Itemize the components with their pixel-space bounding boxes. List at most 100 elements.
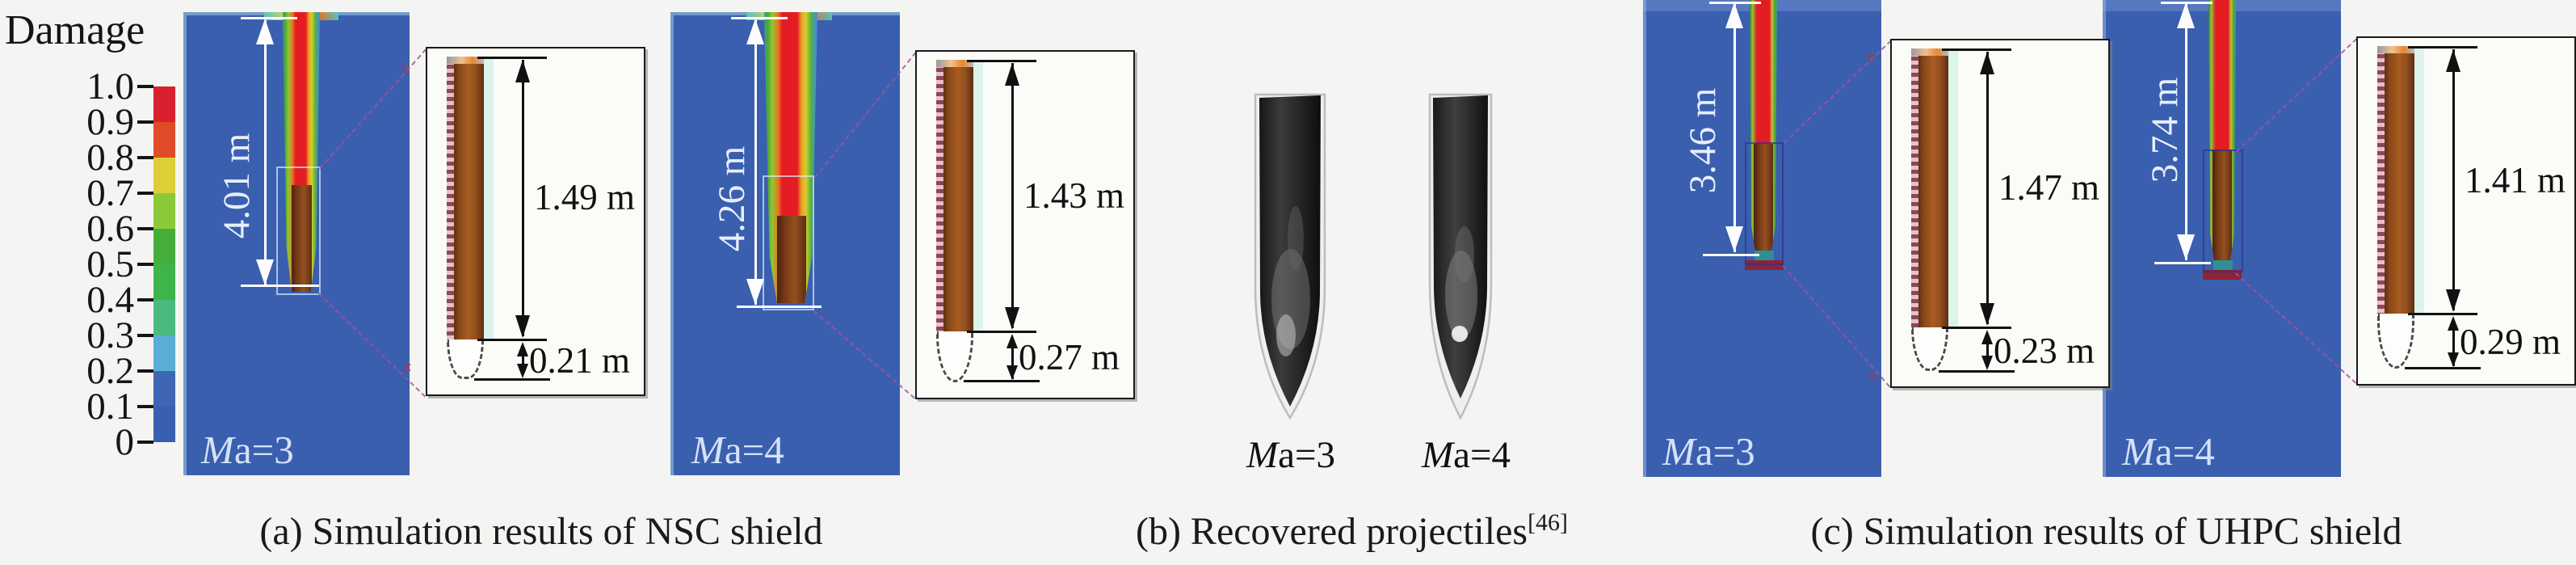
leader-x-mark: × bbox=[401, 58, 411, 78]
colorbar-tick bbox=[137, 120, 153, 124]
eroded-nose-outline bbox=[447, 339, 484, 379]
penetration-depth-label: 4.26 m bbox=[711, 145, 753, 252]
tick-bottom bbox=[474, 378, 550, 381]
dimension-line bbox=[522, 60, 524, 336]
tick-bottom bbox=[1939, 370, 2015, 373]
erosion-halo bbox=[1948, 48, 1958, 327]
mach-symbol: M bbox=[1246, 434, 1279, 476]
residual-length-label: 1.49 m bbox=[534, 177, 636, 217]
arrowhead-down-icon bbox=[2177, 234, 2195, 260]
projectile-label-ma3: Ma=3 bbox=[1222, 433, 1359, 477]
colorbar-tick bbox=[137, 298, 153, 301]
channel-tip-debris bbox=[2203, 270, 2242, 280]
mach-number-label: Ma=3 bbox=[201, 427, 294, 473]
simulation-panel-uhpc-ma3: 3.46 m Ma=3 bbox=[1643, 0, 1881, 477]
colorbar-segment bbox=[153, 371, 175, 407]
colorbar-segment bbox=[153, 264, 175, 300]
tick-middle bbox=[1942, 327, 2011, 329]
mach-symbol: M bbox=[1421, 434, 1454, 476]
mach-value: a=3 bbox=[1278, 434, 1336, 476]
colorbar-tick-label: 0.8 bbox=[86, 137, 134, 179]
mach-value: a=4 bbox=[2154, 429, 2215, 474]
colorbar-segment bbox=[153, 300, 175, 335]
colorbar-tick-label: 0.2 bbox=[86, 350, 134, 392]
colorbar-tick bbox=[137, 405, 153, 408]
mach-number-label: Ma=4 bbox=[691, 427, 784, 473]
residual-length-label: 1.47 m bbox=[1998, 167, 2100, 208]
erosion-halo bbox=[973, 60, 983, 331]
colorbar-title: Damage bbox=[5, 7, 145, 53]
mach-number-label: Ma=3 bbox=[1662, 428, 1755, 474]
erosion-halo bbox=[484, 57, 494, 339]
arrowhead-down-icon bbox=[2448, 352, 2459, 367]
simulation-panel-nsc-ma4: 4.26 m Ma=4 bbox=[670, 12, 900, 475]
leader-x-mark: × bbox=[1868, 367, 1878, 387]
penetration-depth-label: 3.46 m bbox=[1682, 87, 1724, 194]
penetration-channel bbox=[1750, 0, 1777, 251]
eroded-nose-outline bbox=[2377, 314, 2414, 369]
colorbar-segment bbox=[153, 193, 175, 229]
mach-symbol: M bbox=[201, 428, 234, 472]
arrowhead-up-icon bbox=[746, 19, 764, 44]
colorbar-tick-label: 1.0 bbox=[86, 65, 134, 108]
arrowhead-down-icon bbox=[2446, 289, 2460, 312]
dimension-tick-top bbox=[731, 17, 788, 19]
colorbar-tick bbox=[137, 156, 153, 159]
colorbar-segment bbox=[153, 229, 175, 264]
colorbar-tick bbox=[137, 263, 153, 266]
colorbar-tick bbox=[137, 441, 153, 444]
embedded-projectile bbox=[2213, 150, 2232, 260]
channel-tip-debris bbox=[1745, 260, 1784, 270]
nose-dimension-line bbox=[1011, 340, 1014, 379]
arrowhead-down-icon bbox=[1006, 365, 1018, 380]
eroded-nose-outline bbox=[936, 331, 973, 382]
dimension-tick-bottom bbox=[2154, 262, 2211, 264]
colorbar-segment bbox=[153, 158, 175, 193]
mach-number-label: Ma=4 bbox=[2122, 428, 2215, 474]
tick-middle bbox=[2408, 313, 2477, 315]
leader-x-mark: × bbox=[1866, 47, 1876, 67]
arrowhead-down-icon bbox=[515, 315, 530, 338]
nose-dimension-line bbox=[1986, 336, 1989, 367]
dimension-line bbox=[2185, 3, 2187, 260]
colorbar-tick bbox=[137, 227, 153, 230]
dimension-line bbox=[1011, 63, 1014, 328]
projectile-label-ma4: Ma=4 bbox=[1397, 433, 1535, 477]
mach-value: a=4 bbox=[1453, 434, 1511, 476]
nose-dimension-line bbox=[522, 347, 524, 373]
colorbar-segment bbox=[153, 407, 175, 442]
channel-tip-debris bbox=[1754, 251, 1774, 260]
tick-bottom bbox=[2405, 367, 2481, 369]
embedded-projectile bbox=[1754, 144, 1773, 251]
eroded-nose-outline bbox=[1911, 327, 1948, 371]
channel-tip-debris bbox=[2213, 260, 2233, 270]
penetration-depth-label: 4.01 m bbox=[216, 133, 258, 239]
mach-value: a=3 bbox=[233, 428, 294, 472]
caption-b: (b) Recovered projectiles[46] bbox=[1120, 509, 1584, 554]
dimension-line bbox=[754, 20, 757, 305]
colorbar-segment bbox=[153, 335, 175, 371]
tick-top bbox=[967, 60, 1036, 62]
dimension-line bbox=[2452, 49, 2455, 310]
caption-c: (c) Simulation results of UHPC shield bbox=[1810, 510, 2402, 553]
projectile-inset-nsc-ma3: 1.49 m 0.21 m bbox=[426, 47, 645, 396]
recovered-projectile-photo-ma4 bbox=[1428, 93, 1493, 420]
recovered-projectile-photo-ma3 bbox=[1254, 93, 1326, 420]
colorbar-tick bbox=[137, 334, 153, 337]
arrowhead-up-icon bbox=[515, 60, 530, 82]
colorbar-tick-label: 0 bbox=[115, 421, 135, 463]
arrowhead-down-icon bbox=[1005, 307, 1019, 330]
tick-top bbox=[477, 57, 547, 59]
penetration-depth-label: 3.74 m bbox=[2144, 77, 2186, 183]
residual-length-label: 1.43 m bbox=[1023, 175, 1125, 216]
projectile-inset-uhpc-ma3: 1.47 m 0.23 m bbox=[1890, 39, 2110, 388]
mach-value: a=4 bbox=[724, 428, 784, 472]
dimension-tick-bottom bbox=[241, 285, 319, 287]
dimension-line bbox=[264, 20, 267, 285]
residual-length-label: 1.41 m bbox=[2465, 160, 2566, 200]
colorbar-tick-label: 0.7 bbox=[86, 172, 134, 214]
nose-erosion-label: 0.21 m bbox=[529, 340, 631, 381]
penetration-channel bbox=[2208, 0, 2236, 260]
nose-erosion-label: 0.23 m bbox=[1994, 331, 2095, 371]
arrowhead-down-icon bbox=[1980, 303, 1994, 326]
